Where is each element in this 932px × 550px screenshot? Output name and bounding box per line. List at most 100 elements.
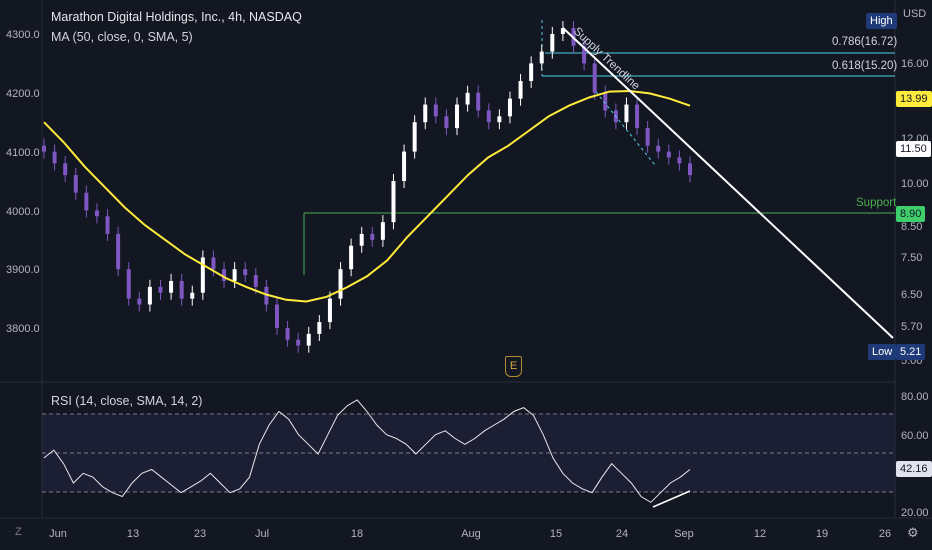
candle-body: [285, 328, 290, 340]
fib-618-label: 0.618(15.20): [832, 60, 897, 72]
left-tick-label: 4300.0: [6, 29, 40, 41]
trendline-channel: [595, 91, 656, 166]
time-tick-label: 18: [351, 528, 363, 540]
candle-body: [296, 339, 301, 346]
candle-body: [518, 81, 523, 99]
fib-786-label: 0.786(16.72): [832, 36, 897, 48]
rsi-tick-label: 60.00: [901, 430, 929, 442]
high-tag: High: [866, 13, 897, 29]
candle-body: [243, 269, 248, 276]
candle-body: [52, 151, 57, 164]
time-tick-label: Sep: [674, 528, 694, 540]
right-tick-label: 5.70: [901, 321, 922, 333]
candle-body: [433, 104, 438, 117]
left-tick-label: 4100.0: [6, 147, 40, 159]
time-tick-label: 24: [616, 528, 628, 540]
candle-body: [444, 116, 449, 129]
candle-body: [126, 269, 131, 299]
ma-legend[interactable]: MA (50, close, 0, SMA, 5): [51, 30, 193, 44]
candle-body: [179, 280, 184, 299]
earnings-icon[interactable]: E: [505, 356, 522, 377]
candle-body: [455, 104, 460, 129]
gear-icon[interactable]: ⚙: [907, 525, 919, 540]
left-tick-label: 3800.0: [6, 323, 40, 335]
candle-body: [539, 51, 544, 64]
support-price-tag: 8.90: [896, 206, 926, 222]
candle-body: [666, 151, 671, 158]
low-tag: Low: [868, 344, 897, 360]
candle-body: [190, 292, 195, 299]
candle-body: [63, 163, 68, 176]
candle-body: [137, 298, 142, 305]
rsi-axis: 80.00 60.00 20.00: [901, 391, 929, 519]
currency-label: USD: [903, 8, 927, 20]
candle-body: [232, 269, 237, 281]
candle-body: [84, 192, 89, 211]
candle-body: [402, 151, 407, 181]
candle-body: [624, 104, 629, 123]
candle-body: [560, 28, 565, 34]
candle-body: [349, 245, 354, 270]
candle-body: [42, 145, 46, 152]
candle-body: [338, 269, 343, 299]
candle-body: [200, 257, 205, 293]
candle-body: [603, 92, 608, 111]
candle-body: [147, 286, 152, 305]
time-tick-label: 12: [754, 528, 766, 540]
candle-body: [412, 122, 417, 152]
candle-body: [507, 98, 512, 117]
candle-body: [253, 275, 258, 287]
right-tick-label: 16.00: [901, 58, 929, 70]
candle-body: [529, 63, 534, 82]
candle-body: [423, 104, 428, 123]
rsi-tick-label: 80.00: [901, 391, 929, 403]
candle-body: [116, 233, 121, 270]
candle-body: [274, 304, 279, 328]
candle-body: [592, 63, 597, 93]
candle-body: [327, 298, 332, 323]
candle-body: [582, 45, 587, 64]
right-tick-label: 6.50: [901, 289, 922, 301]
rsi-legend[interactable]: RSI (14, close, SMA, 14, 2): [51, 394, 203, 408]
candle-body: [688, 163, 692, 176]
rsi-line: [43, 399, 691, 503]
low-value-tag: 5.21: [896, 344, 926, 360]
rsi-tick-label: 20.00: [901, 507, 929, 519]
time-tick-label: 23: [194, 528, 206, 540]
candle-body: [370, 233, 375, 240]
candle-body: [550, 34, 555, 52]
left-axis: 4300.0 4200.0 4100.0 4000.0 3900.0 3800.0: [6, 29, 40, 335]
timezone-icon[interactable]: Z: [15, 526, 22, 538]
right-tick-label: 8.50: [901, 221, 922, 233]
candle-body: [222, 269, 227, 281]
left-tick-label: 3900.0: [6, 264, 40, 276]
right-tick-label: 10.00: [901, 178, 929, 190]
rsi-divergence-line: [652, 490, 691, 508]
candle-body: [73, 175, 78, 193]
time-axis: Jun 13 23 Jul 18 Aug 15 24 Sep 12 19 26: [49, 528, 891, 540]
candle-body: [158, 286, 163, 293]
support-label: Support: [856, 197, 897, 209]
time-tick-label: Aug: [461, 528, 481, 540]
candle-body: [656, 145, 661, 152]
rsi-value-tag: 42.16: [896, 461, 932, 477]
candle-body: [169, 280, 174, 293]
time-tick-label: 15: [550, 528, 562, 540]
time-tick-label: Jun: [49, 528, 67, 540]
candle-body: [677, 157, 682, 164]
price-pane: [0, 0, 895, 382]
candle-body: [497, 116, 502, 123]
candle-body: [486, 110, 491, 123]
candle-body: [264, 286, 269, 305]
time-tick-label: 19: [816, 528, 828, 540]
left-tick-label: 4200.0: [6, 88, 40, 100]
candle-body: [476, 92, 481, 111]
time-tick-label: 13: [127, 528, 139, 540]
candle-body: [635, 104, 640, 129]
candle-body: [211, 257, 216, 270]
right-tick-label: 7.50: [901, 252, 922, 264]
candle-body: [380, 222, 385, 240]
candle-body: [645, 128, 650, 146]
supply-trendline: [562, 27, 894, 339]
